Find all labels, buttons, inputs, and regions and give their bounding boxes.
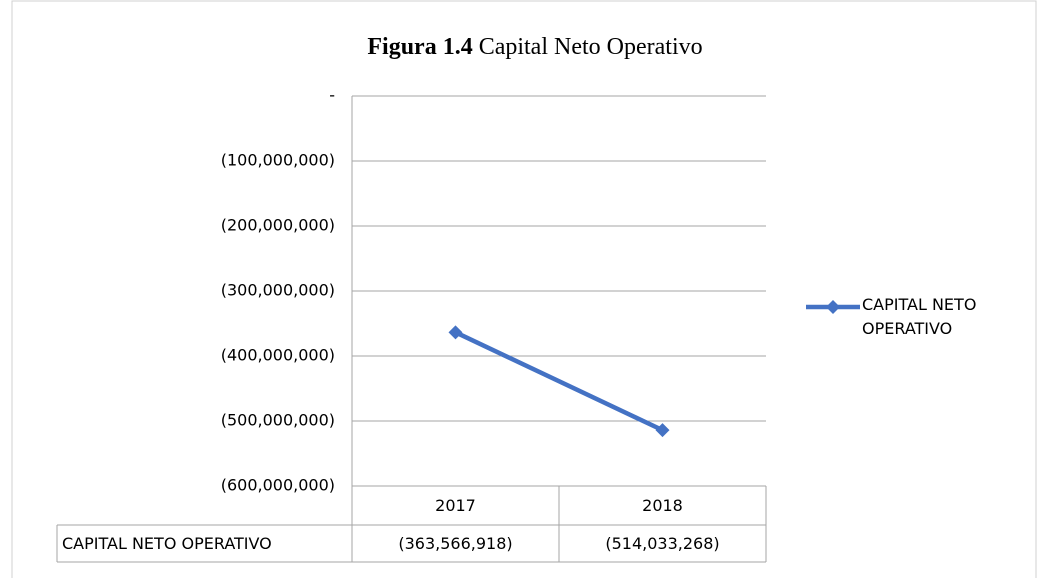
y-tick-label: (500,000,000) xyxy=(221,411,335,430)
x-tick-label: 2018 xyxy=(642,496,683,515)
data-point xyxy=(448,325,463,340)
chart-title: Figura 1.4 Capital Neto Operativo xyxy=(367,34,702,60)
title-text: Capital Neto Operativo xyxy=(479,34,703,60)
y-tick-label: - xyxy=(329,86,335,105)
legend-label: CAPITAL NETO OPERATIVO xyxy=(862,295,977,338)
table-value: (514,033,268) xyxy=(605,534,719,553)
y-tick-label: (100,000,000) xyxy=(221,151,335,170)
y-tick-label: (200,000,000) xyxy=(221,216,335,235)
table-value: (363,566,918) xyxy=(398,534,512,553)
legend-entry: CAPITAL NETO OPERATIVO xyxy=(862,295,977,338)
x-tick-label: 2017 xyxy=(435,496,476,515)
y-tick-label: (300,000,000) xyxy=(221,281,335,300)
legend-marker xyxy=(826,300,840,314)
y-tick-label: (600,000,000) xyxy=(221,476,335,495)
chart-border xyxy=(11,0,1037,578)
data-point xyxy=(655,423,670,438)
title-label: Figura 1.4 xyxy=(367,34,472,60)
y-tick-label: (400,000,000) xyxy=(221,346,335,365)
table-row-label: CAPITAL NETO OPERATIVO xyxy=(62,534,272,553)
series-line xyxy=(454,330,664,433)
